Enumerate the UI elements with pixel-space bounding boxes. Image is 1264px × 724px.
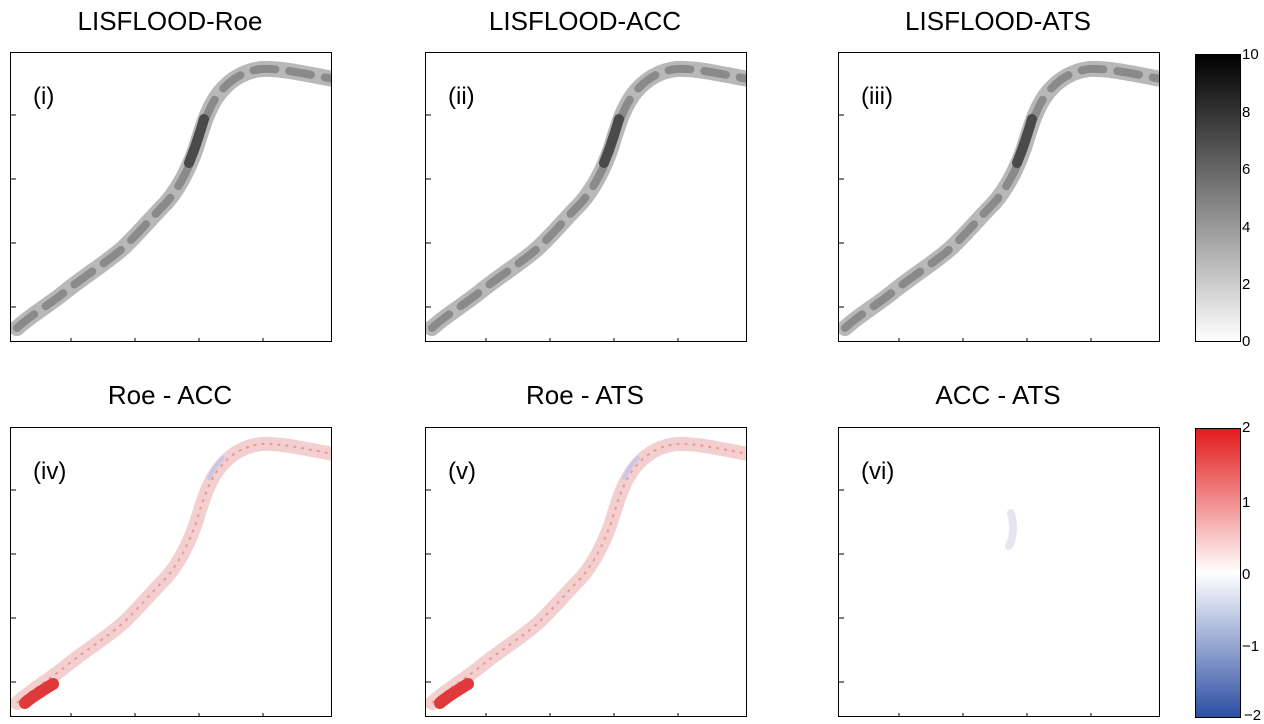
title-6: ACC - ATS <box>935 380 1061 410</box>
panel-2: (ii) <box>425 52 747 342</box>
difference-channel <box>426 436 746 710</box>
title-1: LISFLOOD-Roe <box>77 6 263 36</box>
title-3: LISFLOOD-ATS <box>905 6 1091 36</box>
colorbar-depth <box>1195 54 1241 342</box>
panel-5: (v) <box>425 427 747 717</box>
panel-label: (v) <box>448 458 476 485</box>
cbar2-tick: −2 <box>1244 707 1262 724</box>
cbar1-tick: 6 <box>1242 161 1251 178</box>
cbar1-tick: 8 <box>1242 104 1251 121</box>
cbar2-tick: −1 <box>1242 638 1260 655</box>
cbar2-tick: 1 <box>1242 494 1251 511</box>
difference-edge <box>16 442 331 704</box>
title-5: Roe - ATS <box>525 380 644 410</box>
cbar1-tick: 2 <box>1242 276 1251 293</box>
difference-edge <box>431 442 746 704</box>
river-deep <box>13 64 331 332</box>
panel-label: (i) <box>33 83 55 110</box>
panel-3: (iii) <box>838 52 1160 342</box>
difference-patch <box>1005 509 1018 550</box>
panel-label: (iii) <box>861 83 893 110</box>
title-4: Roe - ACC <box>107 380 233 410</box>
cbar1-tick: 10 <box>1242 46 1259 63</box>
panel-label: (vi) <box>861 458 895 485</box>
panel-4: (iv) <box>10 427 332 717</box>
panel-label: (ii) <box>448 83 475 110</box>
difference-hotspot <box>434 678 474 709</box>
cbar1-tick: 0 <box>1242 333 1251 350</box>
title-2: LISFLOOD-ACC <box>488 6 682 36</box>
river-deep <box>841 64 1159 332</box>
deep-section <box>599 114 624 168</box>
panel-1: (i) <box>10 52 332 342</box>
cbar2-tick: 0 <box>1242 566 1251 583</box>
cbar2-tick: 2 <box>1242 419 1251 436</box>
negative-difference <box>622 456 640 480</box>
cbar1-tick: 4 <box>1242 219 1251 236</box>
difference-hotspot <box>19 678 59 709</box>
colorbar-difference <box>1195 428 1241 718</box>
negative-difference <box>207 456 225 480</box>
deep-section <box>1012 114 1037 168</box>
river-deep <box>428 64 746 332</box>
river-channel <box>426 60 746 336</box>
panel-6: (vi) <box>838 427 1160 717</box>
panel-label: (iv) <box>33 458 67 485</box>
deep-section <box>184 114 209 168</box>
river-channel <box>11 60 331 336</box>
